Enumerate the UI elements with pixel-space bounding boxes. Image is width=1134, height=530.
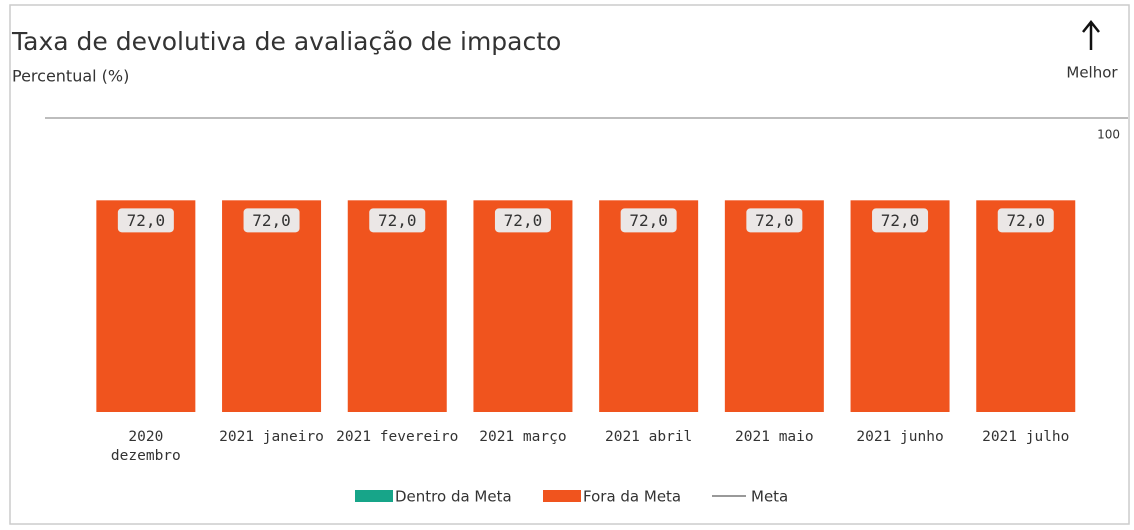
value-label-bg [620, 208, 677, 233]
chart-subtitle: Percentual (%) [12, 67, 129, 86]
legend-label: Meta [751, 488, 788, 506]
meta-label: 100 [1097, 128, 1120, 142]
value-label-bg [369, 208, 426, 233]
arrow-icon [1082, 19, 1100, 50]
value-label-bg [872, 208, 929, 233]
value-label: 72,0 [1006, 211, 1045, 230]
bar [222, 200, 322, 412]
x-tick-label: 2020 dezembro [111, 429, 181, 464]
value-label-bg [494, 208, 551, 233]
x-tick-label: 2021 junho [856, 429, 943, 445]
value-label: 72,0 [127, 211, 166, 230]
x-tick-label: 2021 maio [735, 429, 814, 445]
x-tick-label: 2021 fevereiro [336, 429, 458, 445]
x-tick-label: 2021 março [479, 429, 566, 445]
bar [599, 200, 699, 412]
bar [724, 200, 824, 412]
legend-label: Fora da Meta [583, 488, 681, 506]
legend-swatch [355, 490, 393, 502]
value-label-bg [746, 208, 803, 233]
value-label-bg [117, 208, 174, 233]
value-label: 72,0 [378, 211, 417, 230]
bar [96, 200, 196, 412]
value-label-bg [997, 208, 1054, 233]
x-tick-label: 2021 janeiro [219, 429, 324, 445]
value-label: 72,0 [252, 211, 291, 230]
legend-label: Dentro da Meta [395, 488, 512, 506]
value-label: 72,0 [504, 211, 543, 230]
value-label: 72,0 [629, 211, 668, 230]
x-tick-label: 2021 julho [982, 429, 1069, 445]
value-label: 72,0 [755, 211, 794, 230]
value-label-bg [243, 208, 300, 233]
chart-title: Taxa de devolutiva de avaliação de impac… [11, 27, 561, 56]
value-label: 72,0 [881, 211, 920, 230]
direction-label: Melhor [1066, 64, 1118, 82]
bar [473, 200, 573, 412]
bar [850, 200, 950, 412]
legend-swatch [543, 490, 581, 502]
x-tick-label: 2021 abril [605, 429, 692, 445]
bar [347, 200, 447, 412]
bar [976, 200, 1076, 412]
